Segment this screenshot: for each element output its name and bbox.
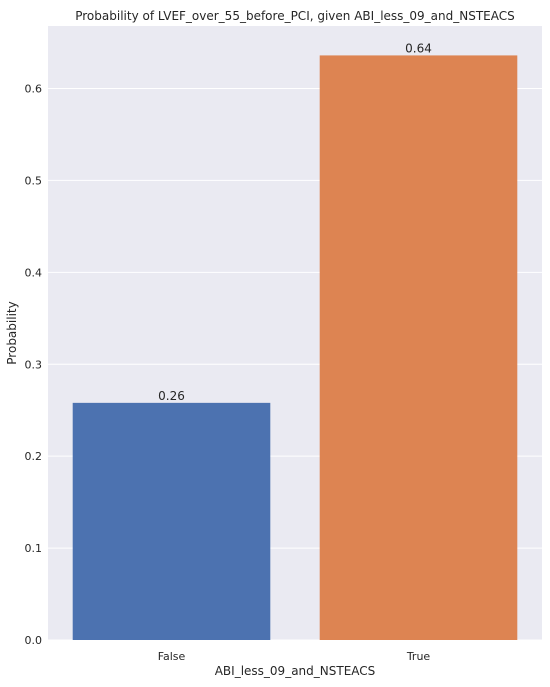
y-tick-label: 0.0 [25,634,43,647]
y-axis-ticks: 0.0 0.1 0.2 0.3 0.4 0.5 0.6 [25,83,43,647]
y-tick-label: 0.2 [25,450,43,463]
y-tick-label: 0.6 [25,83,43,96]
x-tick-label: True [406,650,431,663]
y-tick-label: 0.5 [25,174,43,187]
bar-value-label: 0.26 [158,389,185,403]
x-axis-label: ABI_less_09_and_NSTEACS [215,664,376,678]
bars [72,55,518,641]
x-axis-ticks: False True [158,650,431,663]
bar-false [72,402,271,640]
bar-value-label: 0.64 [405,41,432,55]
y-tick-label: 0.4 [25,266,43,279]
bar-true [319,55,518,641]
x-tick-label: False [158,650,186,663]
data-labels: 0.26 0.64 [158,41,432,402]
y-tick-label: 0.1 [25,542,43,555]
y-axis-label: Probability [5,301,19,364]
chart-title: Probability of LVEF_over_55_before_PCI, … [75,9,515,23]
y-tick-label: 0.3 [25,358,43,371]
